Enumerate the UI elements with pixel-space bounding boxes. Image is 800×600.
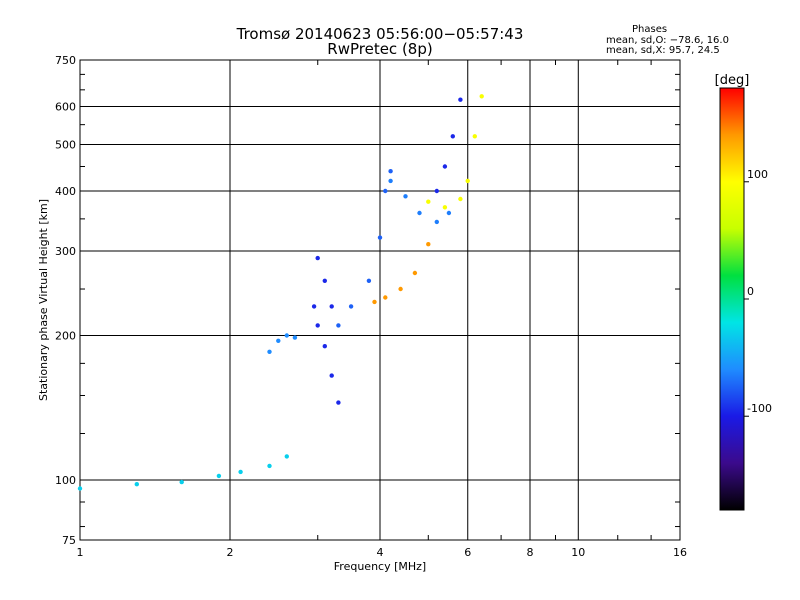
colorbar-label: [deg] <box>715 73 750 88</box>
y-tick-label: 200 <box>55 330 76 343</box>
data-point-8-4 <box>472 134 477 139</box>
data-point-8-3 <box>465 178 470 184</box>
data-point-3-1 <box>322 278 327 283</box>
data-point-6-0 <box>434 188 439 194</box>
x-tick-label: 1 <box>77 546 84 559</box>
data-point-2-2 <box>322 344 327 349</box>
data-point-8-1 <box>442 205 448 210</box>
data-point-5-2 <box>417 210 422 216</box>
y-tick-label: 750 <box>55 54 76 67</box>
data-point-2-3 <box>329 373 334 378</box>
x-tick-label: 16 <box>673 546 687 559</box>
y-tick-label: 300 <box>55 245 76 258</box>
data-point-8-5 <box>479 94 484 99</box>
data-point-5-0 <box>388 178 393 184</box>
y-tick-label: 600 <box>55 101 76 114</box>
colorbar-tick-label: -100 <box>747 402 772 415</box>
data-point-2-4 <box>336 400 341 405</box>
x-tick-label: 2 <box>227 546 234 559</box>
data-point-5-1 <box>403 194 408 199</box>
data-point-7-0 <box>372 299 377 305</box>
y-tick-label: 500 <box>55 139 76 152</box>
data-point-7-4 <box>426 242 431 247</box>
y-axis-label: Stationary phase Virtual Height [km] <box>37 199 50 401</box>
colorbar-tick-label: 0 <box>747 285 754 298</box>
data-point-7-1 <box>383 295 388 300</box>
data-point-1-0 <box>267 349 272 354</box>
data-point-0-6 <box>284 454 289 459</box>
y-tick-label: 400 <box>55 185 76 198</box>
x-tick-label: 4 <box>377 546 384 559</box>
chart-subtitle: RwPretec (8p) <box>327 40 433 58</box>
data-point-7-3 <box>412 270 418 276</box>
data-point-5-3 <box>434 219 439 225</box>
data-point-6-3 <box>458 97 463 102</box>
data-point-4-1 <box>348 304 354 309</box>
colorbar-tick-label: 100 <box>747 168 768 181</box>
data-point-2-1 <box>315 323 320 328</box>
data-point-7-2 <box>398 286 403 292</box>
y-tick-label: 100 <box>55 474 76 487</box>
data-point-4-5 <box>388 169 393 174</box>
data-point-8-0 <box>426 199 431 204</box>
data-point-6-2 <box>450 134 455 139</box>
data-point-0-1 <box>134 482 139 487</box>
data-point-1-1 <box>276 338 281 343</box>
colorbar <box>719 87 745 511</box>
data-point-1-2 <box>284 333 289 338</box>
data-point-4-4 <box>383 188 388 194</box>
data-point-0-3 <box>216 473 222 479</box>
data-point-2-0 <box>311 304 317 309</box>
x-axis-label: Frequency [MHz] <box>334 560 426 573</box>
y-tick-label: 75 <box>62 534 76 547</box>
data-point-0-0 <box>77 486 83 491</box>
data-point-1-3 <box>292 335 298 340</box>
data-point-0-4 <box>238 469 243 475</box>
phases-stat-o: mean, sd,O: −78.6, 16.0 <box>606 35 729 46</box>
data-point-3-0 <box>315 255 320 261</box>
x-tick-label: 8 <box>527 546 534 559</box>
data-point-3-2 <box>329 304 334 309</box>
data-point-6-1 <box>442 164 448 169</box>
data-point-8-2 <box>458 196 463 202</box>
data-point-4-0 <box>336 323 341 328</box>
phases-header: Phases <box>632 24 668 35</box>
x-tick-label: 10 <box>571 546 585 559</box>
x-tick-label: 6 <box>464 546 471 559</box>
data-point-4-3 <box>377 235 383 240</box>
phases-stat-x: mean, sd,X: 95.7, 24.5 <box>606 45 720 56</box>
data-point-4-2 <box>366 278 372 283</box>
data-point-0-5 <box>267 463 272 469</box>
data-point-5-4 <box>446 210 452 216</box>
chart-title: Tromsø 20140623 05:56:00−05:57:43 <box>236 25 524 43</box>
data-point-0-2 <box>179 479 184 485</box>
